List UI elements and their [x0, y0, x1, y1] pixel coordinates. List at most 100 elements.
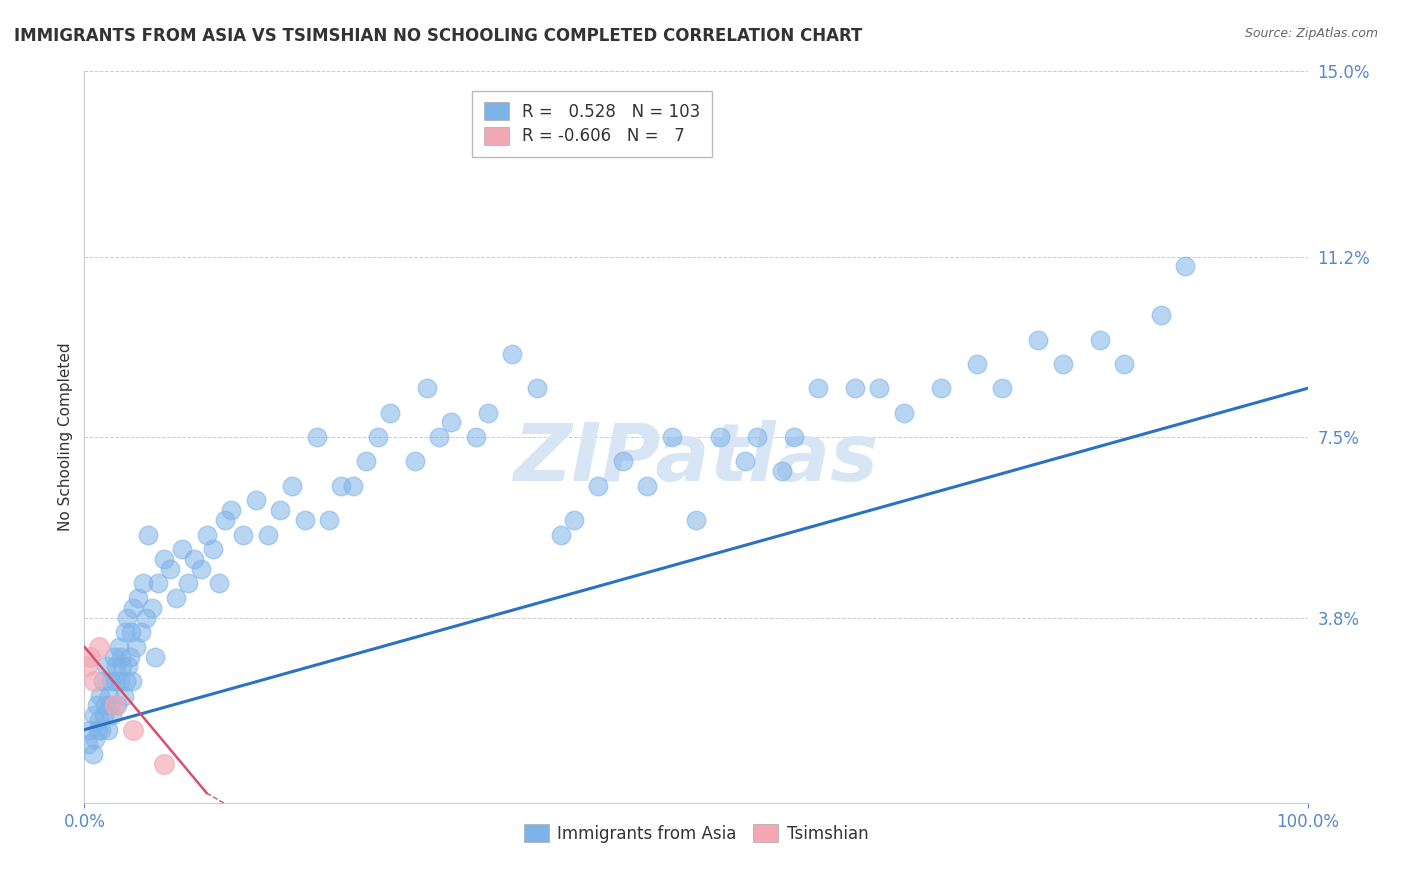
- Point: [257, 527, 280, 541]
- Point: [122, 600, 145, 615]
- Point: [367, 430, 389, 444]
- Point: [685, 513, 707, 527]
- Text: Source: ZipAtlas.com: Source: ZipAtlas.com: [1244, 27, 1378, 40]
- Point: [991, 381, 1014, 395]
- Point: [404, 454, 426, 468]
- Point: [153, 552, 176, 566]
- Point: [122, 723, 145, 737]
- Point: [294, 513, 316, 527]
- Point: [1114, 357, 1136, 371]
- Point: [120, 625, 142, 640]
- Point: [114, 625, 136, 640]
- Point: [661, 430, 683, 444]
- Point: [111, 659, 134, 673]
- Point: [380, 406, 402, 420]
- Point: [77, 737, 100, 751]
- Point: [110, 649, 132, 664]
- Text: IMMIGRANTS FROM ASIA VS TSIMSHIAN NO SCHOOLING COMPLETED CORRELATION CHART: IMMIGRANTS FROM ASIA VS TSIMSHIAN NO SCH…: [14, 27, 862, 45]
- Point: [146, 576, 169, 591]
- Text: ZIPatlas: ZIPatlas: [513, 420, 879, 498]
- Point: [105, 659, 128, 673]
- Point: [245, 493, 267, 508]
- Point: [502, 347, 524, 361]
- Point: [87, 640, 110, 654]
- Point: [844, 381, 866, 395]
- Point: [93, 708, 115, 723]
- Point: [82, 747, 104, 761]
- Point: [91, 673, 114, 688]
- Point: [1174, 260, 1197, 274]
- Point: [79, 723, 101, 737]
- Point: [159, 562, 181, 576]
- Point: [562, 513, 585, 527]
- Point: [208, 576, 231, 591]
- Point: [105, 698, 128, 713]
- Point: [90, 723, 112, 737]
- Point: [100, 673, 122, 688]
- Point: [1150, 308, 1173, 322]
- Point: [115, 673, 138, 688]
- Point: [83, 708, 105, 723]
- Y-axis label: No Schooling Completed: No Schooling Completed: [58, 343, 73, 532]
- Point: [136, 527, 159, 541]
- Point: [132, 576, 155, 591]
- Point: [232, 527, 254, 541]
- Point: [427, 430, 450, 444]
- Point: [97, 723, 120, 737]
- Point: [76, 659, 98, 673]
- Point: [709, 430, 731, 444]
- Point: [1088, 333, 1111, 347]
- Point: [112, 689, 135, 703]
- Point: [612, 454, 634, 468]
- Point: [1028, 333, 1050, 347]
- Point: [550, 527, 572, 541]
- Point: [526, 381, 548, 395]
- Point: [354, 454, 377, 468]
- Point: [416, 381, 439, 395]
- Point: [1052, 357, 1074, 371]
- Point: [107, 640, 129, 654]
- Point: [165, 591, 187, 605]
- Point: [477, 406, 499, 420]
- Point: [94, 698, 117, 713]
- Point: [153, 756, 176, 771]
- Point: [98, 698, 121, 713]
- Point: [636, 479, 658, 493]
- Point: [464, 430, 486, 444]
- Point: [807, 381, 830, 395]
- Point: [104, 673, 127, 688]
- Legend: Immigrants from Asia, Tsimshian: Immigrants from Asia, Tsimshian: [517, 818, 875, 849]
- Point: [84, 732, 107, 747]
- Point: [86, 698, 108, 713]
- Point: [195, 527, 218, 541]
- Point: [342, 479, 364, 493]
- Point: [115, 610, 138, 624]
- Point: [172, 542, 194, 557]
- Point: [269, 503, 291, 517]
- Point: [586, 479, 609, 493]
- Point: [305, 430, 328, 444]
- Point: [143, 649, 166, 664]
- Point: [183, 552, 205, 566]
- Point: [318, 513, 340, 527]
- Point: [190, 562, 212, 576]
- Point: [869, 381, 891, 395]
- Point: [118, 649, 141, 664]
- Point: [79, 649, 101, 664]
- Point: [127, 591, 149, 605]
- Point: [783, 430, 806, 444]
- Point: [87, 713, 110, 727]
- Point: [966, 357, 988, 371]
- Point: [108, 673, 131, 688]
- Point: [734, 454, 756, 468]
- Point: [214, 513, 236, 527]
- Point: [141, 600, 163, 615]
- Point: [83, 673, 105, 688]
- Point: [121, 673, 143, 688]
- Point: [89, 689, 111, 703]
- Point: [281, 479, 304, 493]
- Point: [177, 576, 200, 591]
- Point: [219, 503, 242, 517]
- Point: [440, 416, 463, 430]
- Point: [87, 723, 110, 737]
